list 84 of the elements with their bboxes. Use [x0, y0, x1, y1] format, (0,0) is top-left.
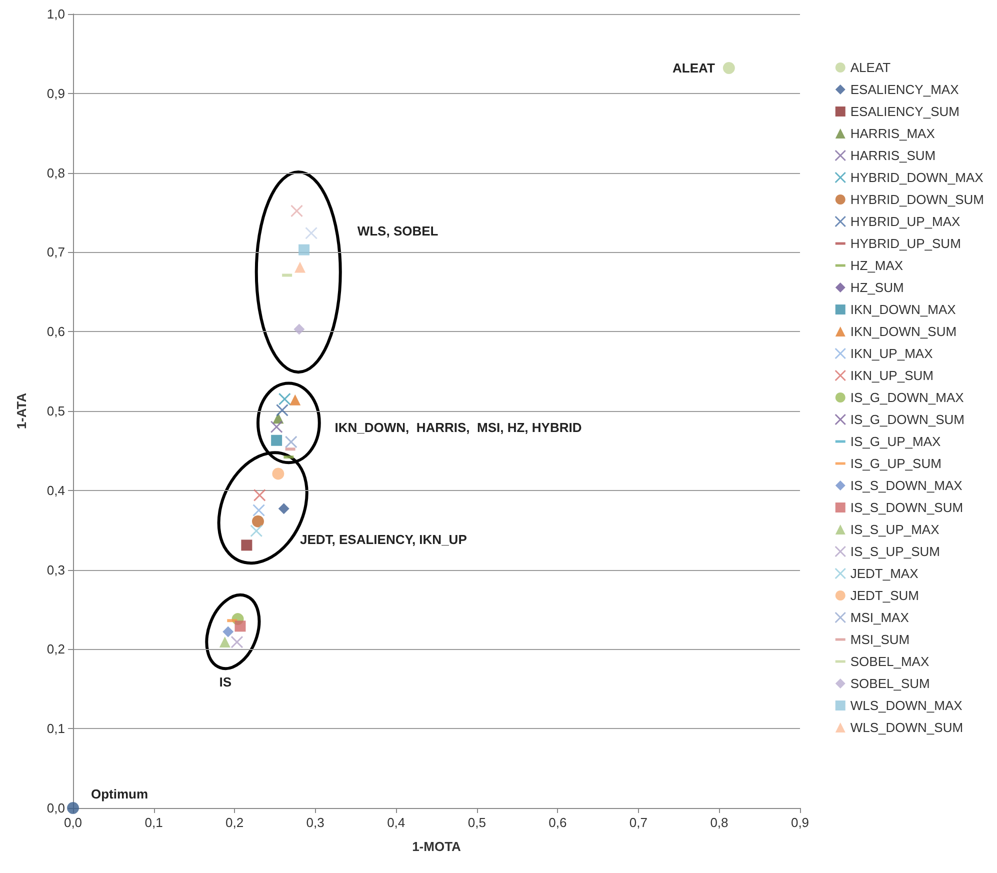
annotation: IKN_DOWN, HARRIS, MSI, HZ, HYBRID	[334, 420, 582, 436]
legend-label: IS_G_UP_MAX	[850, 434, 942, 449]
x-tick-label: 0,3	[306, 815, 324, 830]
annotation: IS	[219, 674, 232, 690]
legend-label: HYBRID_UP_MAX	[850, 214, 961, 229]
legend-label: IKN_DOWN_SUM	[850, 324, 957, 339]
point	[290, 204, 304, 218]
y-tick-label: 0,3	[46, 562, 65, 578]
point	[253, 488, 266, 502]
legend-label: IS_S_UP_MAX	[850, 522, 940, 537]
point	[222, 626, 234, 638]
point	[305, 226, 318, 240]
legend-label: IS_G_DOWN_SUM	[850, 412, 965, 427]
legend-label: IS_S_UP_SUM	[850, 544, 940, 559]
legend-label: SOBEL_MAX	[850, 654, 930, 669]
legend-label: ESALIENCY_SUM	[850, 104, 960, 119]
point	[722, 62, 735, 74]
legend-label: SOBEL_SUM	[850, 676, 930, 691]
y-tick-label: 0,4	[46, 482, 65, 498]
annotation: JEDT, ESALIENCY, IKN_UP	[300, 532, 468, 548]
point	[252, 515, 264, 528]
y-axis-title: 1-ATA	[14, 392, 29, 430]
legend-label: IS_S_DOWN_MAX	[850, 478, 963, 493]
legend-label: ESALIENCY_MAX	[850, 82, 960, 97]
point	[284, 436, 298, 448]
point	[241, 540, 252, 551]
annotation: Optimum	[91, 786, 148, 802]
legend-label: IS_G_UP_SUM	[850, 456, 942, 471]
y-tick-label: 0,2	[46, 642, 65, 657]
point	[298, 244, 310, 256]
y-tick-label: 0,5	[46, 404, 65, 418]
point	[270, 420, 283, 434]
y-tick-label: 0,1	[46, 721, 65, 736]
x-tick-label: 0,0	[64, 815, 82, 830]
legend-label: JEDT_SUM	[850, 588, 919, 603]
point	[271, 434, 282, 446]
legend-label: HYBRID_DOWN_SUM	[850, 192, 984, 207]
legend-label: IKN_UP_SUM	[850, 368, 934, 383]
x-tick-label: 0,1	[144, 815, 163, 830]
x-axis-title: 1-MOTA	[412, 839, 462, 854]
point	[272, 468, 284, 480]
y-tick-label: 0,8	[46, 165, 65, 180]
point	[294, 262, 306, 273]
y-tick-label: 0,6	[46, 324, 65, 340]
y-tick-label: 1,0	[46, 6, 65, 22]
point	[250, 524, 263, 538]
point	[278, 392, 291, 406]
x-tick-label: 0,4	[387, 815, 406, 830]
x-tick-label: 0,9	[790, 815, 810, 830]
legend-label: HZ_SUM	[850, 280, 904, 295]
legend-label: HARRIS_SUM	[850, 148, 936, 163]
point	[234, 620, 246, 632]
legend-label: MSI_SUM	[850, 632, 910, 647]
point	[219, 636, 230, 648]
annotation: ALEAT	[672, 60, 715, 76]
point	[230, 636, 244, 648]
legend-label: IKN_UP_MAX	[850, 346, 934, 361]
point	[67, 802, 79, 814]
legend-label: HZ_MAX	[850, 258, 904, 273]
point	[276, 404, 288, 416]
point	[278, 503, 290, 514]
legend-label: HYBRID_DOWN_MAX	[850, 170, 984, 185]
legend-label: IKN_DOWN_MAX	[850, 302, 956, 317]
legend-label: HARRIS_MAX	[850, 126, 936, 141]
legend-label: JEDT_MAX	[850, 566, 919, 581]
point	[252, 504, 266, 516]
y-tick-label: 0,9	[46, 86, 65, 101]
legend-label: HYBRID_UP_SUM	[850, 236, 961, 251]
annotation: WLS, SOBEL	[357, 223, 438, 238]
x-tick-label: 0,6	[548, 815, 567, 830]
x-tick-label: 0,2	[226, 815, 244, 830]
legend-label: ALEAT	[850, 60, 891, 75]
y-tick-label: 0,7	[46, 244, 65, 260]
legend-label: WLS_DOWN_MAX	[850, 698, 963, 713]
point	[290, 394, 301, 406]
x-tick-label: 0,7	[629, 815, 648, 830]
legend-label: IS_S_DOWN_SUM	[850, 500, 964, 515]
legend-label: MSI_MAX	[850, 610, 910, 625]
legend-label: WLS_DOWN_SUM	[850, 720, 964, 735]
x-tick-label: 0,8	[710, 815, 728, 830]
point	[294, 324, 305, 335]
y-tick-label: 0,0	[46, 800, 65, 816]
legend-label: IS_G_DOWN_MAX	[850, 390, 964, 405]
x-tick-label: 0,5	[468, 815, 486, 830]
